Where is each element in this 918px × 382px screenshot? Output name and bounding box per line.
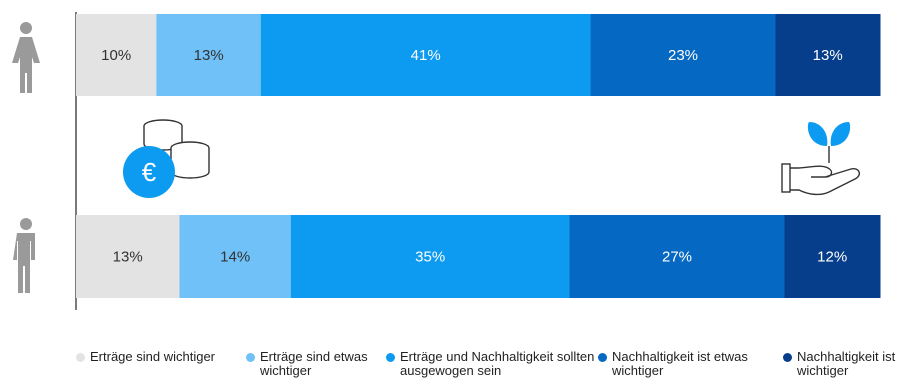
female-person-icon (12, 22, 40, 93)
legend-item-0: Erträge sind wichtiger (76, 350, 246, 378)
euro-symbol: € (142, 157, 157, 187)
bar-label-0-0: 10% (101, 47, 131, 64)
legend: Erträge sind wichtiger Erträge sind etwas… (76, 350, 918, 378)
legend-label-4: Nachhaltigkeit ist wichtiger (797, 349, 896, 378)
legend-dot-0 (76, 353, 85, 362)
bar-segment-1-3 (569, 215, 785, 298)
legend-dot-2 (386, 353, 395, 362)
plant-hand-icon (781, 122, 861, 196)
legend-label-0: Erträge sind wichtiger (90, 349, 215, 364)
bar-label-0-1: 13% (194, 47, 224, 64)
legend-dot-3 (598, 353, 607, 362)
bar-label-0-4: 13% (813, 47, 843, 64)
legend-label-1: Erträge sind etwas wichtiger (260, 349, 368, 378)
euro-coins-icon: € (123, 119, 210, 198)
bar-label-0-3: 23% (668, 47, 698, 64)
bar-label-1-2: 35% (415, 249, 445, 266)
legend-dot-1 (246, 353, 255, 362)
male-person-icon (13, 218, 35, 293)
bar-label-1-4: 12% (817, 249, 847, 266)
bar-label-0-2: 41% (411, 47, 441, 64)
bar-segment-1-1 (179, 215, 292, 298)
legend-item-1: Erträge sind etwas wichtiger (246, 350, 386, 378)
bar-label-1-1: 14% (220, 249, 250, 266)
legend-item-3: Nachhaltigkeit ist etwas wichtiger (598, 350, 783, 378)
legend-label-3: Nachhaltigkeit ist etwas wichtiger (612, 349, 748, 378)
legend-item-2: Erträge und Nachhaltigkeit sollten ausge… (386, 350, 598, 378)
bar-label-1-3: 27% (662, 249, 692, 266)
legend-dot-4 (783, 353, 792, 362)
bar-segment-0-0 (76, 14, 157, 96)
bar-segment-1-4 (784, 215, 881, 298)
bar-segment-1-2 (290, 215, 570, 298)
bar-segment-0-2 (260, 14, 591, 96)
bar-segment-0-3 (590, 14, 776, 96)
bar-segment-0-1 (156, 14, 262, 96)
stacked-bar-chart: € 10% 13% 41% 23% 13% 13% 14% 35% 27% 12% (12, 12, 881, 310)
legend-label-2: Erträge und Nachhaltigkeit sollten ausge… (400, 349, 595, 378)
bar-label-1-0: 13% (113, 249, 143, 266)
bar-segment-1-0 (76, 215, 180, 298)
bar-segment-0-4 (775, 14, 881, 96)
legend-item-4: Nachhaltigkeit ist wichtiger (783, 350, 918, 378)
